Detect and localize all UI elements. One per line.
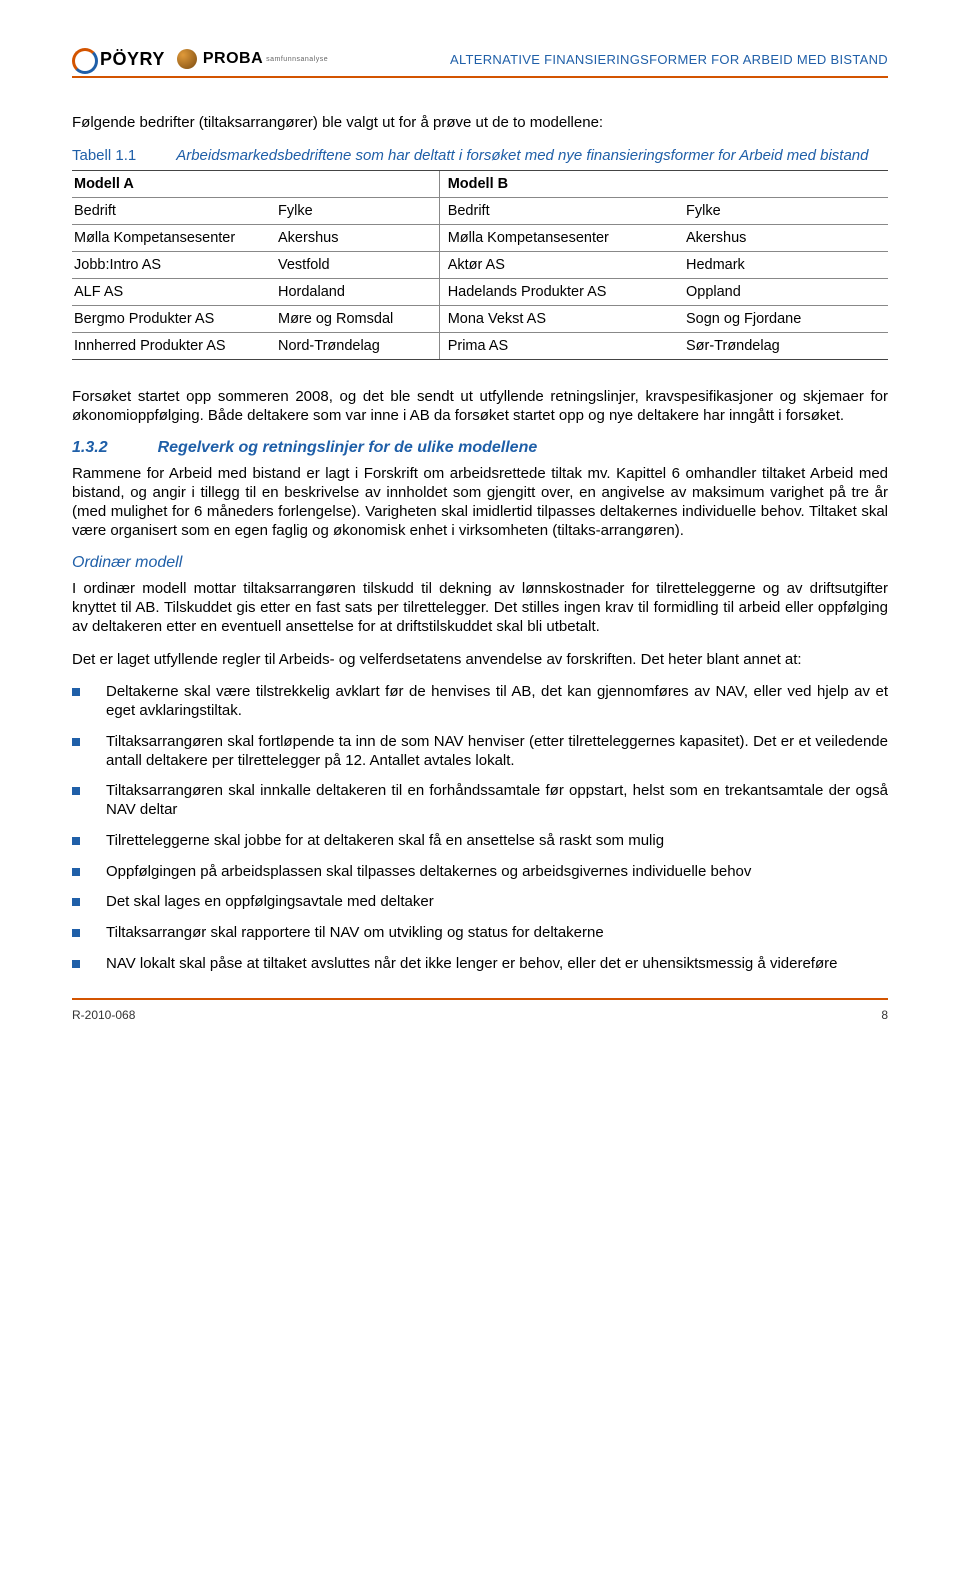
paragraph-forsok: Forsøket startet opp sommeren 2008, og d… bbox=[72, 388, 888, 426]
bullet-text: Tilretteleggerne skal jobbe for at delta… bbox=[106, 832, 664, 851]
list-item: Det skal lages en oppfølgingsavtale med … bbox=[72, 893, 888, 912]
bullet-square-icon bbox=[72, 929, 80, 937]
footer-ref: R-2010-068 bbox=[72, 1008, 135, 1022]
cell: ALF AS bbox=[72, 278, 276, 305]
cell: Sør-Trøndelag bbox=[684, 332, 888, 359]
cell: Sogn og Fjordane bbox=[684, 305, 888, 332]
subheading-ordinaer: Ordinær modell bbox=[72, 554, 888, 572]
model-a-header: Modell A bbox=[72, 170, 439, 197]
page-footer: R-2010-068 8 bbox=[72, 998, 888, 1022]
paragraph-ordinaer: I ordinær modell mottar tiltaksarrangøre… bbox=[72, 580, 888, 636]
cell: Mølla Kompetansesenter bbox=[72, 224, 276, 251]
bullet-text: Det skal lages en oppfølgingsavtale med … bbox=[106, 893, 434, 912]
table-row: Innherred Produkter AS Nord-Trøndelag Pr… bbox=[72, 332, 888, 359]
header-title: ALTERNATIVE FINANSIERINGSFORMER FOR ARBE… bbox=[450, 52, 888, 67]
cell: Oppland bbox=[684, 278, 888, 305]
col-bedrift-a: Bedrift bbox=[72, 197, 276, 224]
intro-paragraph: Følgende bedrifter (tiltaksarrangører) b… bbox=[72, 114, 888, 133]
list-item: Tiltaksarrangøren skal innkalle deltaker… bbox=[72, 782, 888, 820]
table-row: Mølla Kompetansesenter Akershus Mølla Ko… bbox=[72, 224, 888, 251]
cell: Hadelands Produkter AS bbox=[439, 278, 684, 305]
logo-group: PÖYRY PROBA samfunnsanalyse bbox=[72, 48, 328, 70]
bullet-square-icon bbox=[72, 787, 80, 795]
cell: Innherred Produkter AS bbox=[72, 332, 276, 359]
table-header-row: Modell A Modell B bbox=[72, 170, 888, 197]
companies-table: Modell A Modell B Bedrift Fylke Bedrift … bbox=[72, 170, 888, 360]
list-item: Tilretteleggerne skal jobbe for at delta… bbox=[72, 832, 888, 851]
bullet-text: Oppfølgingen på arbeidsplassen skal tilp… bbox=[106, 863, 751, 882]
table-row: Jobb:Intro AS Vestfold Aktør AS Hedmark bbox=[72, 251, 888, 278]
col-bedrift-b: Bedrift bbox=[439, 197, 684, 224]
table-row: ALF AS Hordaland Hadelands Produkter AS … bbox=[72, 278, 888, 305]
bullet-square-icon bbox=[72, 837, 80, 845]
cell: Mølla Kompetansesenter bbox=[439, 224, 684, 251]
bullet-square-icon bbox=[72, 898, 80, 906]
cell: Prima AS bbox=[439, 332, 684, 359]
cell: Hedmark bbox=[684, 251, 888, 278]
cell: Vestfold bbox=[276, 251, 439, 278]
cell: Akershus bbox=[684, 224, 888, 251]
col-fylke-b: Fylke bbox=[684, 197, 888, 224]
model-b-header: Modell B bbox=[439, 170, 888, 197]
bullet-square-icon bbox=[72, 738, 80, 746]
cell: Mona Vekst AS bbox=[439, 305, 684, 332]
table-row: Bergmo Produkter AS Møre og Romsdal Mona… bbox=[72, 305, 888, 332]
header-divider bbox=[72, 76, 888, 78]
section-heading: 1.3.2 Regelverk og retningslinjer for de… bbox=[72, 439, 888, 457]
poyry-logo: PÖYRY bbox=[72, 48, 165, 70]
list-item: Tiltaksarrangøren skal fortløpende ta in… bbox=[72, 733, 888, 771]
proba-text: PROBA bbox=[203, 50, 263, 68]
cell: Bergmo Produkter AS bbox=[72, 305, 276, 332]
list-item: Deltakerne skal være tilstrekkelig avkla… bbox=[72, 683, 888, 721]
bullet-text: Tiltaksarrangøren skal fortløpende ta in… bbox=[106, 733, 888, 771]
proba-logo: PROBA samfunnsanalyse bbox=[177, 49, 328, 69]
table-caption-text: Arbeidsmarkedsbedriftene som har deltatt… bbox=[176, 147, 868, 164]
section-number: 1.3.2 bbox=[72, 439, 108, 457]
cell: Hordaland bbox=[276, 278, 439, 305]
list-item: Oppfølgingen på arbeidsplassen skal tilp… bbox=[72, 863, 888, 882]
cell: Jobb:Intro AS bbox=[72, 251, 276, 278]
col-fylke-a: Fylke bbox=[276, 197, 439, 224]
table-subheader-row: Bedrift Fylke Bedrift Fylke bbox=[72, 197, 888, 224]
bullet-text: Tiltaksarrangør skal rapportere til NAV … bbox=[106, 924, 604, 943]
bullet-square-icon bbox=[72, 960, 80, 968]
cell: Nord-Trøndelag bbox=[276, 332, 439, 359]
bullet-text: NAV lokalt skal påse at tiltaket avslutt… bbox=[106, 955, 837, 974]
table-number: Tabell 1.1 bbox=[72, 147, 136, 164]
poyry-text: PÖYRY bbox=[100, 49, 165, 70]
footer-page-number: 8 bbox=[881, 1008, 888, 1022]
page-header: PÖYRY PROBA samfunnsanalyse ALTERNATIVE … bbox=[72, 48, 888, 70]
list-item: NAV lokalt skal påse at tiltaket avslutt… bbox=[72, 955, 888, 974]
paragraph-regler: Det er laget utfyllende regler til Arbei… bbox=[72, 651, 888, 670]
bullet-square-icon bbox=[72, 868, 80, 876]
paragraph-rammene: Rammene for Arbeid med bistand er lagt i… bbox=[72, 465, 888, 540]
bullet-text: Deltakerne skal være tilstrekkelig avkla… bbox=[106, 683, 888, 721]
list-item: Tiltaksarrangør skal rapportere til NAV … bbox=[72, 924, 888, 943]
bullet-text: Tiltaksarrangøren skal innkalle deltaker… bbox=[106, 782, 888, 820]
proba-subtext: samfunnsanalyse bbox=[266, 56, 328, 63]
cell: Akershus bbox=[276, 224, 439, 251]
bullet-square-icon bbox=[72, 688, 80, 696]
proba-circle-icon bbox=[177, 49, 197, 69]
poyry-swirl-icon bbox=[72, 48, 94, 70]
table-caption: Tabell 1.1 Arbeidsmarkedsbedriftene som … bbox=[72, 147, 888, 164]
section-title: Regelverk og retningslinjer for de ulike… bbox=[158, 439, 538, 457]
cell: Møre og Romsdal bbox=[276, 305, 439, 332]
bullet-list: Deltakerne skal være tilstrekkelig avkla… bbox=[72, 683, 888, 973]
cell: Aktør AS bbox=[439, 251, 684, 278]
